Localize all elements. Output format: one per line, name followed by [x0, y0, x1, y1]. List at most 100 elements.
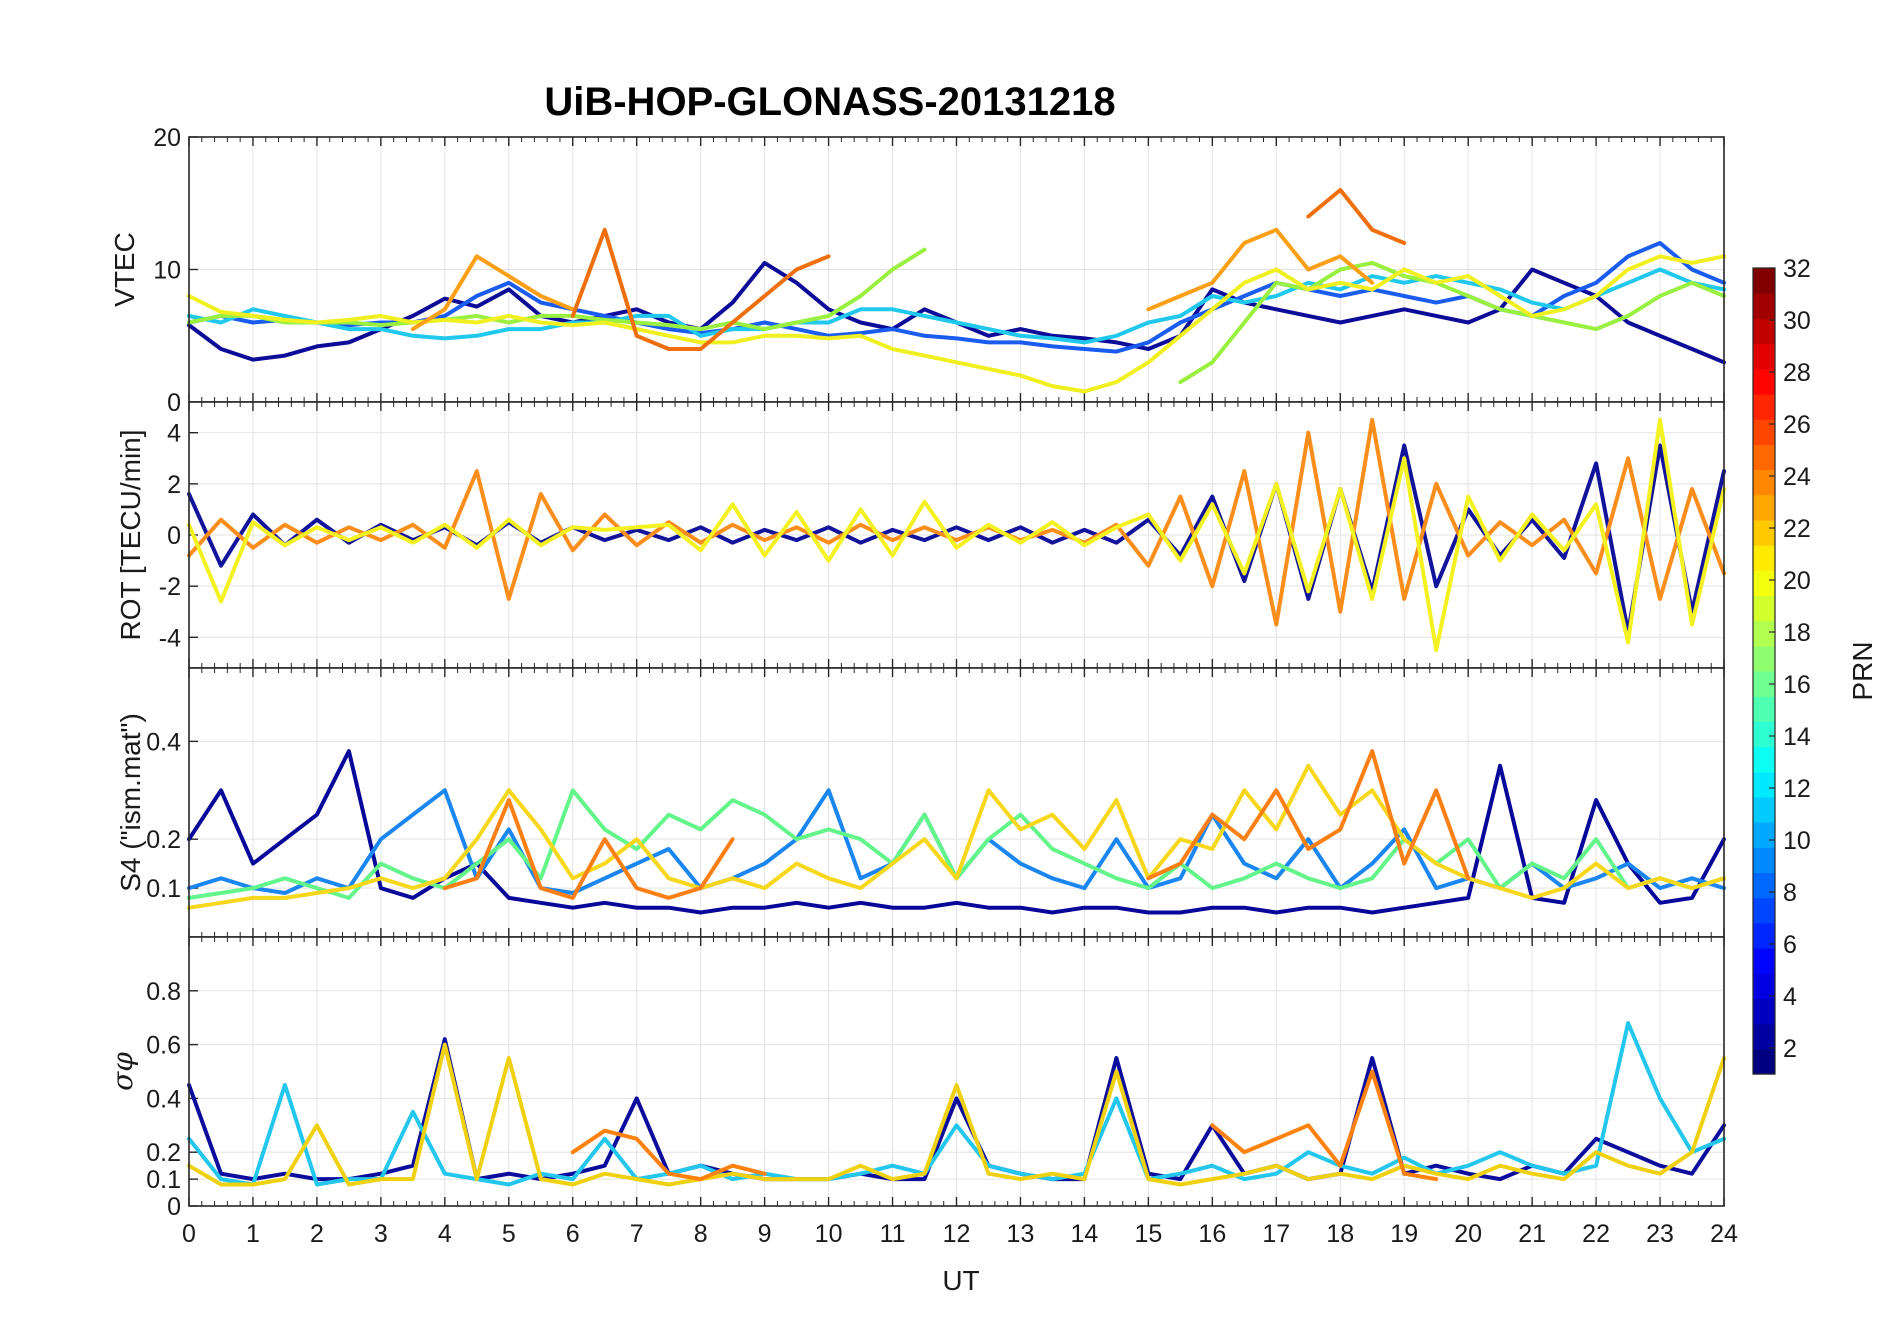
y-tick-label: 0.1: [146, 875, 181, 903]
x-tick-label: 23: [1646, 1220, 1674, 1248]
y-axis-label: σφ: [106, 1052, 139, 1091]
colorbar-segment: [1753, 318, 1775, 344]
colorbar-segment: [1753, 595, 1775, 621]
colorbar-segment: [1753, 545, 1775, 571]
colorbar-segment: [1753, 419, 1775, 445]
colorbar-segment: [1753, 873, 1775, 899]
colorbar-segment: [1753, 570, 1775, 596]
panel-1: 0 10 20 VTEC: [109, 124, 1724, 417]
x-tick-label: 8: [694, 1220, 708, 1248]
x-tick-label: 3: [374, 1220, 388, 1248]
colorbar-segment: [1753, 520, 1775, 546]
panel-4: 00.10.2 0.4 0.6 0.8 σφ: [106, 937, 1724, 1221]
y-axis-label: S4 ("ism.mat"): [115, 713, 146, 892]
x-tick-label: 9: [758, 1220, 772, 1248]
x-tick-label: 17: [1262, 1220, 1290, 1248]
x-tick-label: 0: [182, 1220, 196, 1248]
x-tick-label: 20: [1454, 1220, 1482, 1248]
colorbar-tick-label: 12: [1783, 775, 1811, 803]
colorbar-segment: [1753, 847, 1775, 873]
colorbar-tick-label: 24: [1783, 463, 1811, 491]
colorbar-segment: [1753, 923, 1775, 949]
x-tick-label: 19: [1390, 1220, 1418, 1248]
panel-3: 0.1 0.2 0.4S4 ("ism.mat"): [115, 668, 1724, 937]
colorbar-tick-label: 30: [1783, 307, 1811, 335]
colorbar-segment: [1753, 822, 1775, 848]
y-tick-label: 20: [153, 124, 181, 152]
x-tick-label: 16: [1198, 1220, 1226, 1248]
colorbar-tick-label: 8: [1783, 879, 1797, 907]
colorbar-segment: [1753, 721, 1775, 747]
colorbar-tick-label: 32: [1783, 255, 1811, 283]
colorbar-segment: [1753, 948, 1775, 974]
y-tick-label: 0: [167, 522, 181, 550]
x-tick-label: 21: [1518, 1220, 1546, 1248]
y-tick-label: 0.8: [146, 978, 181, 1006]
y-tick-label: 0.4: [146, 728, 181, 756]
y-tick-label: 0.2: [146, 1139, 181, 1167]
chart-title: UiB-HOP-GLONASS-20131218: [544, 80, 1115, 124]
colorbar-tick-label: 28: [1783, 359, 1811, 387]
x-tick-label: 12: [943, 1220, 971, 1248]
x-tick-label: 1: [246, 1220, 260, 1248]
y-tick-label: 0.4: [146, 1085, 181, 1113]
colorbar-tick-label: 22: [1783, 515, 1811, 543]
y-tick-label: 2: [167, 471, 181, 499]
x-tick-label: 5: [502, 1220, 516, 1248]
y-tick-label: 0.6: [146, 1032, 181, 1060]
colorbar-tick-label: 18: [1783, 619, 1811, 647]
colorbar-segment: [1753, 470, 1775, 496]
x-tick-label: 18: [1326, 1220, 1354, 1248]
y-tick-label: 10: [153, 257, 181, 285]
colorbar-segment: [1753, 1049, 1775, 1075]
colorbar-segment: [1753, 747, 1775, 773]
colorbar-segment: [1753, 646, 1775, 672]
colorbar-segment: [1753, 293, 1775, 319]
colorbar-segment: [1753, 772, 1775, 798]
colorbar-segment: [1753, 369, 1775, 395]
y-tick-label: 0: [167, 389, 181, 417]
colorbar-label: PRN: [1847, 641, 1878, 700]
colorbar-segment: [1753, 797, 1775, 823]
x-tick-label: 14: [1071, 1220, 1099, 1248]
colorbar-segment: [1753, 696, 1775, 722]
colorbar-tick-label: 2: [1783, 1035, 1797, 1063]
colorbar-tick-label: 6: [1783, 931, 1797, 959]
x-tick-label: 10: [815, 1220, 843, 1248]
x-tick-label: 4: [438, 1220, 452, 1248]
x-tick-label: 15: [1134, 1220, 1162, 1248]
colorbar-segment: [1753, 973, 1775, 999]
colorbar-segment: [1753, 621, 1775, 647]
colorbar-tick-label: 26: [1783, 411, 1811, 439]
colorbar-segment: [1753, 344, 1775, 370]
x-tick-label: 24: [1710, 1220, 1738, 1248]
y-axis-label: VTEC: [109, 232, 140, 307]
y-tick-label: 4: [167, 420, 181, 448]
x-tick-label: 11: [880, 1220, 906, 1248]
y-tick-label: 0.1: [146, 1166, 181, 1194]
colorbar-segment: [1753, 998, 1775, 1024]
colorbar-tick-label: 20: [1783, 567, 1811, 595]
x-tick-label: 7: [630, 1220, 644, 1248]
y-tick-label: 0: [167, 1193, 181, 1221]
colorbar-segment: [1753, 1024, 1775, 1050]
colorbar-tick-label: 16: [1783, 671, 1811, 699]
x-tick-label: 13: [1007, 1220, 1035, 1248]
x-tick-label: 2: [310, 1220, 324, 1248]
colorbar-segment: [1753, 444, 1775, 470]
y-tick-label: -4: [159, 624, 181, 652]
y-tick-label: 0.2: [146, 826, 181, 854]
panel-2: -4 -2 0 2 4 ROT [TECU/min]: [115, 402, 1724, 668]
colorbar-segment: [1753, 268, 1775, 294]
colorbar-segment: [1753, 495, 1775, 521]
x-tick-label: 22: [1582, 1220, 1610, 1248]
colorbar-tick-label: 4: [1783, 983, 1797, 1011]
x-tick-label: 6: [566, 1220, 580, 1248]
y-tick-label: -2: [159, 573, 181, 601]
y-axis-label: ROT [TECU/min]: [115, 429, 146, 640]
colorbar-segment: [1753, 394, 1775, 420]
x-axis-label: UT: [942, 1265, 979, 1296]
colorbar-tick-label: 10: [1783, 827, 1811, 855]
